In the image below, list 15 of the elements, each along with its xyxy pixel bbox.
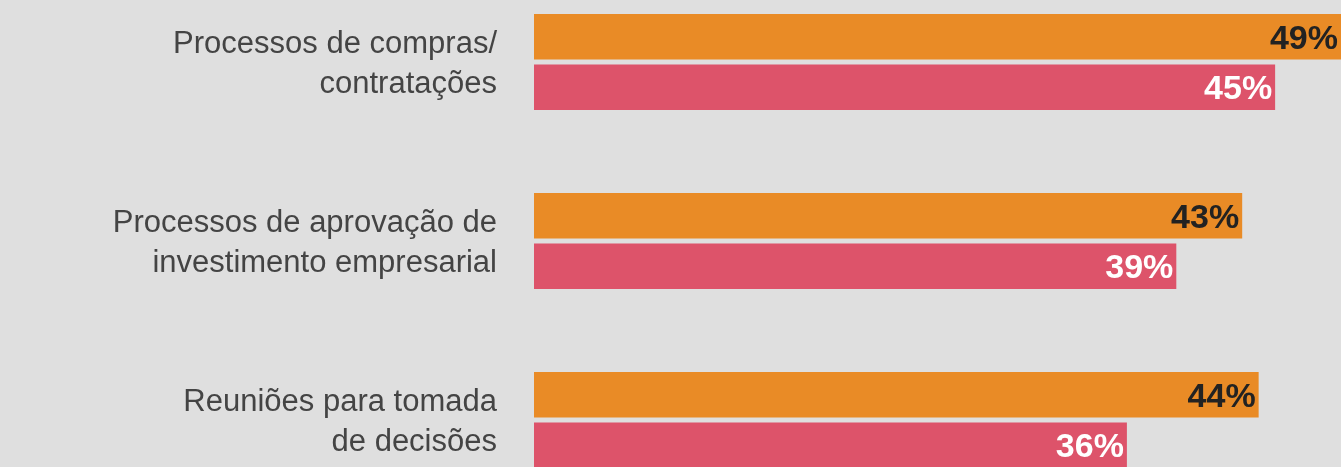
data-label: 36% [1055,426,1124,465]
bar [534,64,1276,110]
bar [534,422,1127,467]
data-label: 44% [1187,375,1256,414]
data-label: 49% [1269,17,1338,56]
y-tick-label: Reuniões para tomada de decisões [183,382,498,458]
bar [534,192,1243,239]
bar [534,371,1259,418]
data-label: 45% [1204,68,1273,107]
data-label: 43% [1171,196,1240,235]
bar [534,243,1177,289]
y-tick-label: Processos de aprovação de investimento empresarial [112,203,497,279]
data-label: 39% [1105,247,1174,286]
y-tick-label: Processos de compras/ contratações [173,24,498,100]
bar [534,13,1341,60]
